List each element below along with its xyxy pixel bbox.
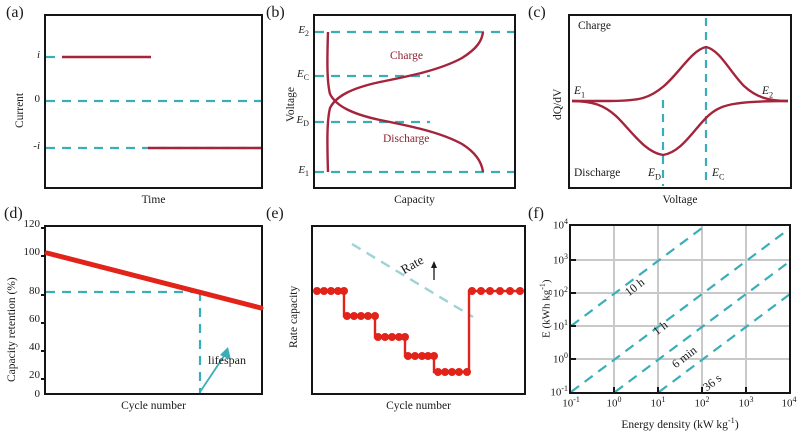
panel-e-staircase-line	[316, 289, 522, 374]
panel-a-letter: (a)	[6, 4, 24, 21]
panel-b-ytick-ec: EC	[296, 68, 309, 83]
panel-c-xlabel: Voltage	[662, 194, 698, 206]
panel-d-xlabel: Cycle number	[121, 400, 186, 412]
panel-d-tick-60	[41, 322, 45, 324]
panel-f-ytick-4: 104	[553, 217, 568, 232]
panel-d-lifespan-arrowhead	[220, 347, 231, 360]
panel-f-xtick-2: 102	[694, 395, 710, 410]
panel-f-ytick-0: 100	[553, 351, 568, 366]
panel-f-xtick-0: 100	[606, 395, 622, 410]
panel-d-tick-80	[41, 294, 45, 296]
panel-b-charge-label: Charge	[390, 50, 424, 62]
panel-d-tick-100	[41, 255, 45, 257]
panel-b-discharge-curve	[326, 31, 485, 173]
panel-d-plot-frame	[44, 225, 263, 395]
panel-c-discharge-label: Discharge	[574, 167, 621, 179]
panel-d-ytick-80: 80	[29, 285, 40, 297]
panel-d-lifespan-label: lifespan	[208, 353, 246, 367]
panel-d-ytick-0: 0	[34, 388, 41, 400]
panel-c-discharge-trough-curve	[571, 99, 789, 157]
panel-f-letter: (f)	[528, 205, 544, 222]
panel-d-ytick-60: 60	[29, 313, 40, 325]
panel-e-letter: (e)	[266, 205, 284, 222]
panel-f-ytick-3: 103	[553, 252, 568, 267]
panel-a-ytick-i: i	[36, 49, 40, 61]
panel-b-charge-curve	[326, 31, 485, 173]
panel-f-ytick-1: 101	[553, 318, 568, 333]
panel-e-rate-guide	[351, 242, 474, 319]
panel-a-ytick-negative-i: -i	[33, 140, 40, 152]
panel-c-charge-label: Charge	[578, 20, 612, 32]
panel-b-discharge-label: Discharge	[383, 133, 430, 145]
panel-b-letter: (b)	[266, 4, 285, 21]
panel-b-ytick-e2: E2	[298, 24, 309, 39]
panel-d-ytick-40: 40	[29, 341, 40, 353]
panel-f-ytick-neg1: 10-1	[550, 384, 568, 399]
panel-f-xticks	[613, 387, 747, 392]
panel-c-ec-label: EC	[712, 167, 725, 182]
panel-d-ytick-120: 120	[23, 218, 41, 230]
panel-e-plot-frame	[311, 225, 526, 395]
panel-f-isotime-6min	[614, 260, 789, 392]
panel-f-xtick-3: 103	[738, 395, 754, 410]
panel-f-xtick-1: 101	[650, 395, 666, 410]
panel-f-xtick-4: 104	[781, 395, 797, 410]
panel-e-data-points	[313, 287, 524, 376]
panel-d-tick-20	[41, 378, 45, 380]
panel-f-xlabel: Energy density (kW kg-1)	[621, 416, 739, 431]
panel-d-ytick-100: 100	[23, 246, 41, 258]
panel-d-retention-line	[44, 250, 264, 311]
panel-f-isotime-36s	[658, 293, 789, 392]
panel-c-letter: (c)	[528, 4, 546, 21]
panel-f-ytick-2: 102	[553, 285, 568, 300]
panel-f-ylabel: E (kWh kg-1)	[538, 279, 553, 338]
panel-e-rate-arrowhead	[431, 261, 437, 268]
panel-d-tick-120	[41, 227, 45, 229]
panel-f-isotime-1h	[571, 228, 789, 392]
panel-b-ytick-e1: E1	[298, 164, 309, 179]
panel-b-xlabel: Capacity	[394, 194, 435, 206]
panel-d-ytick-20: 20	[29, 369, 40, 381]
panel-d-letter: (d)	[4, 205, 23, 222]
panel-c-e2-label: E2	[762, 85, 774, 100]
panel-e-xlabel: Cycle number	[386, 400, 451, 412]
panel-f-isotime-10h	[571, 226, 707, 327]
panel-c-charge-peak-curve	[572, 45, 789, 103]
panel-c-ed-label: ED	[648, 167, 662, 182]
panel-b-ytick-ed: ED	[296, 114, 309, 129]
panel-c-e1-label: E1	[574, 85, 586, 100]
panel-f-yticks	[571, 259, 576, 360]
panel-d-tick-40	[41, 350, 45, 352]
panel-f-xtick-neg1: 10-1	[562, 395, 580, 410]
panel-d-lifespan-arrow	[199, 352, 227, 393]
panel-f-plot-frame	[569, 224, 791, 394]
panel-b-plot-frame	[313, 14, 516, 189]
panel-a-ytick-zero: 0	[34, 93, 41, 105]
panel-a-xlabel: Time	[141, 194, 166, 206]
